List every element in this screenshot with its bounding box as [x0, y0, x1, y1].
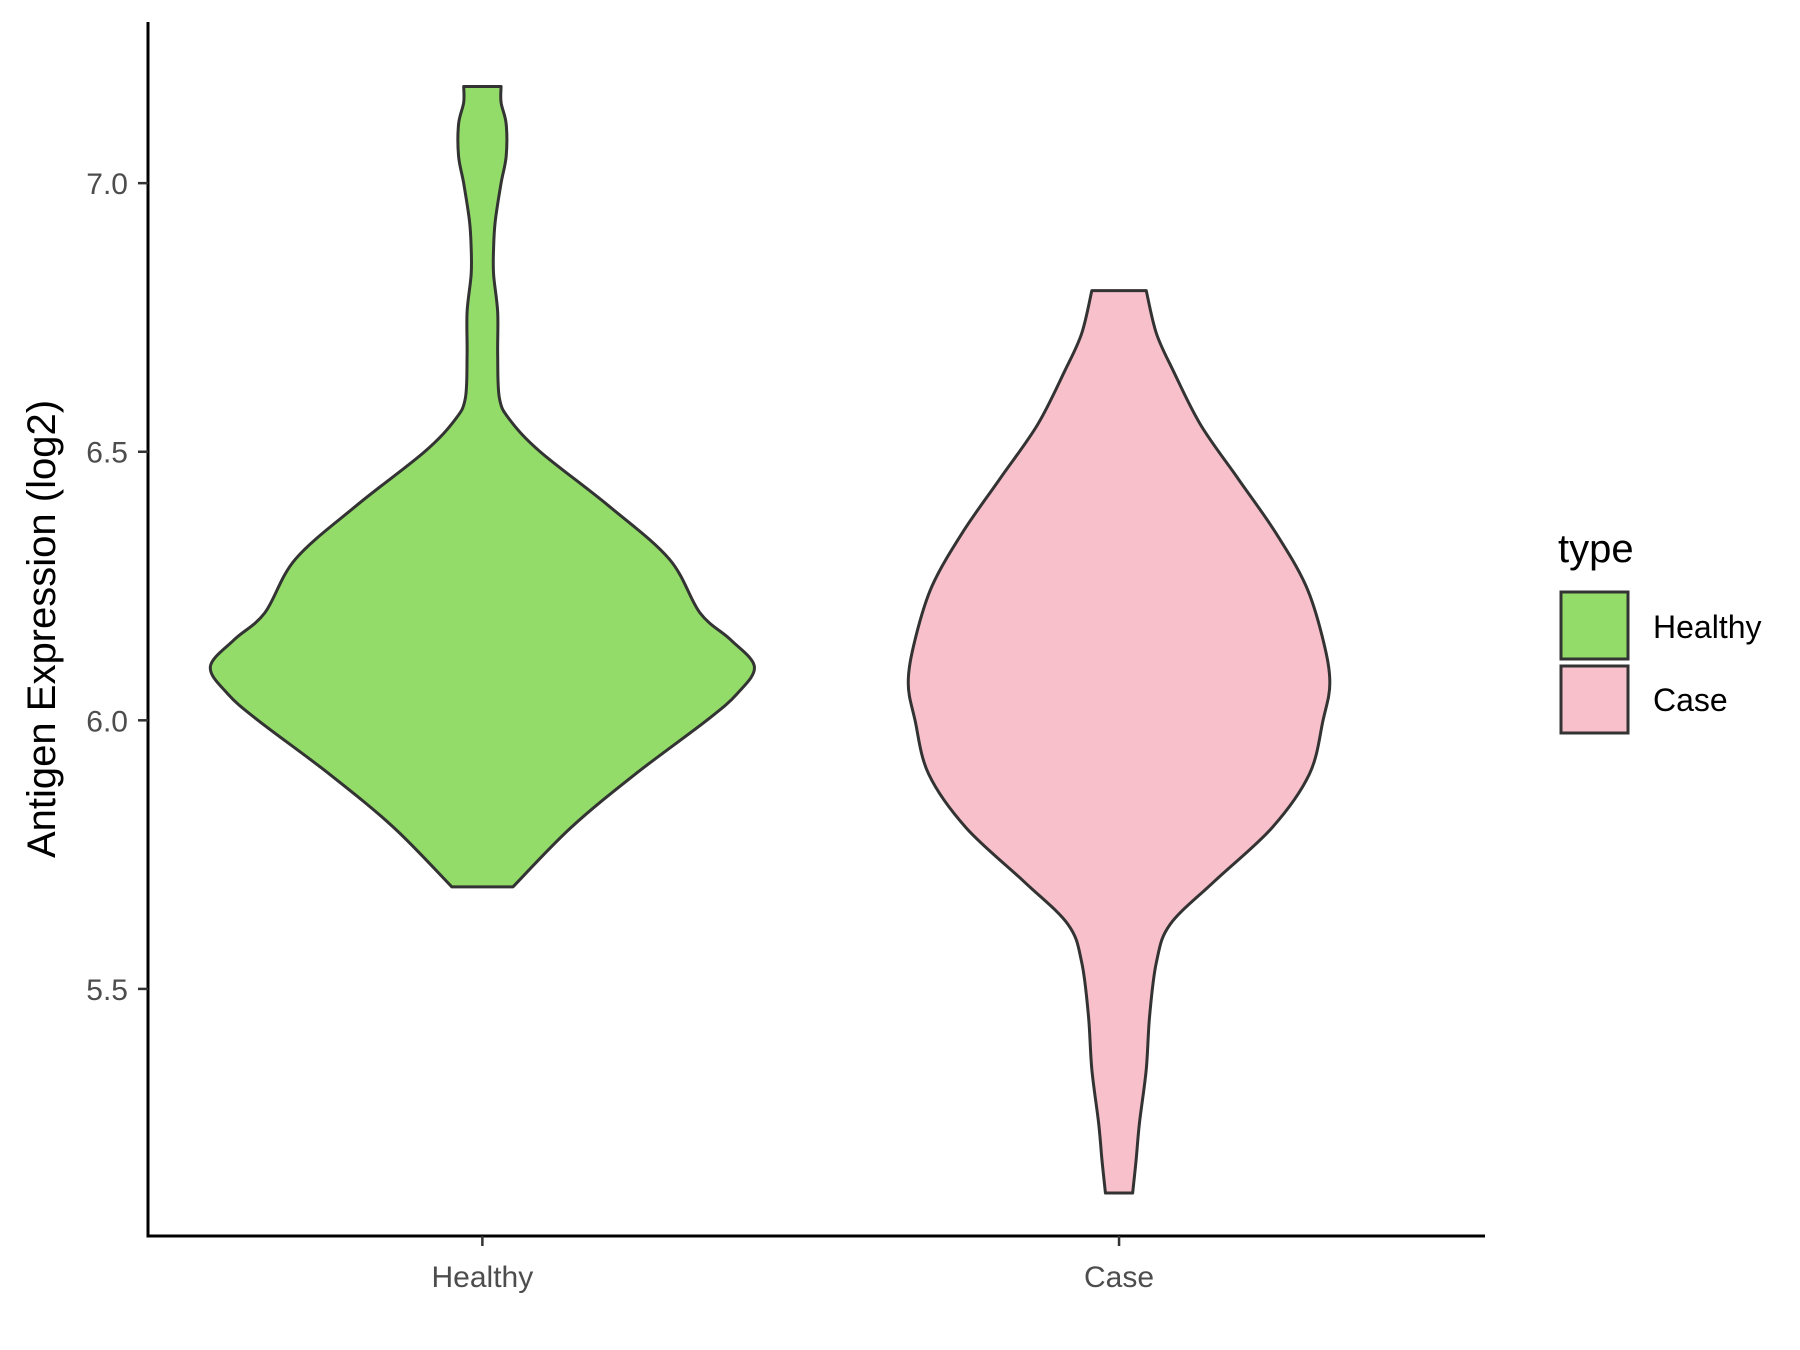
violin-healthy [208, 84, 756, 889]
x-ticks: Healthy Case [432, 1236, 1154, 1294]
x-tick-label: Healthy [432, 1261, 534, 1294]
legend-key-healthy [1559, 590, 1630, 661]
y-axis-title: Antigen Expression (log2) [20, 400, 64, 858]
y-ticks: 5.5 6.0 6.5 7.0 [86, 168, 148, 1007]
legend-label-healthy: Healthy [1653, 609, 1762, 645]
legend-key-case [1559, 664, 1630, 735]
y-tick-label: 6.0 [86, 705, 128, 738]
y-tick-label: 7.0 [86, 168, 128, 201]
x-tick-label: Case [1084, 1261, 1154, 1294]
legend-label-case: Case [1653, 682, 1728, 718]
y-tick-label: 6.5 [86, 437, 128, 470]
legend-title: type [1558, 527, 1634, 571]
legend: type Healthy Case [1558, 527, 1762, 735]
y-tick-label: 5.5 [86, 974, 128, 1007]
violins-layer [208, 84, 1332, 1195]
violin-case [906, 289, 1332, 1195]
